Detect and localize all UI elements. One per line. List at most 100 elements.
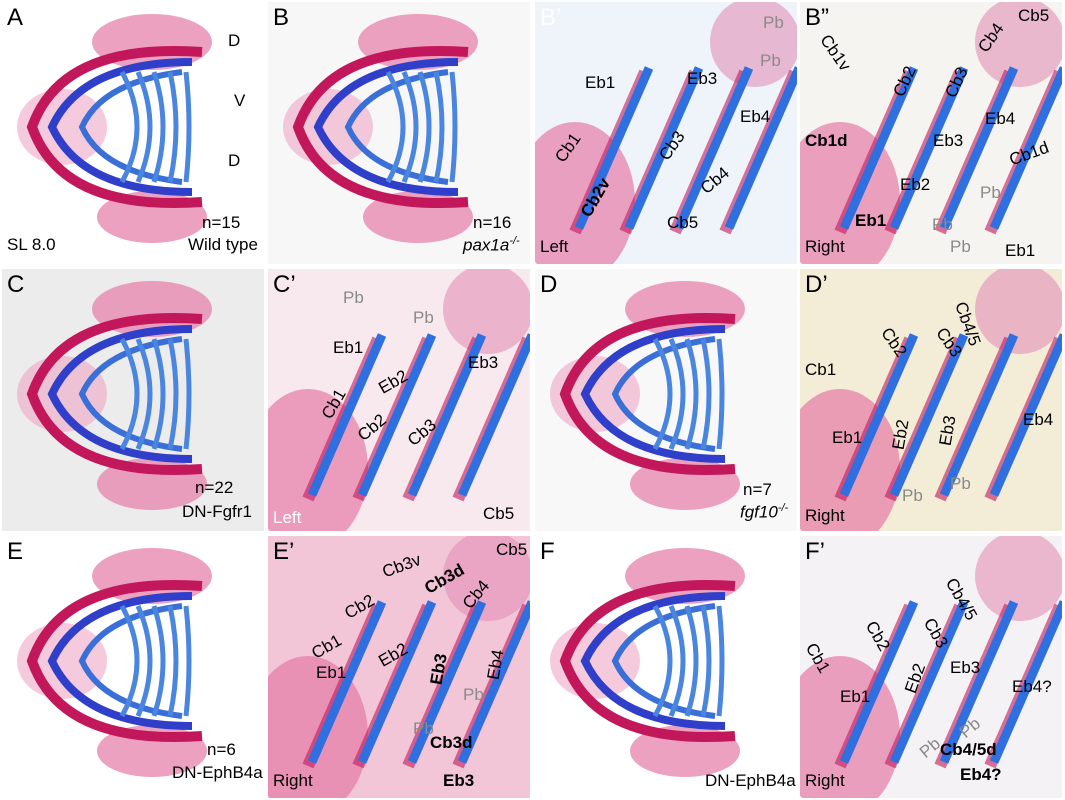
rod (839, 66, 919, 230)
tissue (975, 269, 1062, 354)
cartilage (26, 46, 203, 208)
tissue (443, 536, 530, 621)
arch (167, 605, 179, 717)
arch (652, 604, 673, 718)
label: Right (805, 771, 845, 790)
label: D (228, 31, 241, 50)
rod (357, 333, 437, 497)
label: Eb3 (950, 658, 981, 677)
label: Cb4/5d (940, 740, 997, 759)
label: Left (273, 508, 302, 527)
label: DN-Fgfr1 (182, 502, 252, 521)
rod (357, 600, 437, 764)
rod (307, 600, 387, 764)
panel-letter: D (540, 271, 558, 298)
cartilage (559, 313, 736, 475)
label: Pb (763, 13, 784, 32)
figure-panel: B’ Pb Pb Eb1 Eb3 Eb4 Cb1 Cb2v Cb3 Cb4 Cb5 Left (535, 2, 797, 264)
panel-image (268, 536, 530, 798)
label: Pb (413, 719, 434, 738)
cartilage (47, 592, 193, 730)
cartilage (78, 69, 183, 185)
tissue (443, 269, 530, 354)
rod (407, 333, 487, 497)
panel-letter: B” (805, 4, 829, 31)
label: Eb3 (687, 69, 718, 88)
figure-panel: E’ Cb5 Cb3v Cb3d Cb4 Cb2 Cb1 Eb2 Eb3 Eb4 Eb1 Pb Pb Cb… (268, 536, 530, 798)
cartilage (580, 325, 726, 463)
label: Cb5 (1018, 6, 1050, 25)
label: Eb4? (1012, 677, 1052, 696)
cartilage (580, 592, 726, 730)
label: Eb4 (985, 109, 1016, 128)
arch (151, 71, 166, 183)
label: DN-EphB4a (172, 763, 263, 782)
cartilage (78, 336, 183, 452)
tissue (710, 2, 797, 87)
label: Eb1 (832, 428, 863, 447)
panel-image (17, 548, 212, 777)
arch (716, 605, 725, 717)
arch (433, 71, 445, 183)
arch (401, 71, 419, 183)
arch (119, 337, 140, 451)
label: Pb (950, 237, 971, 256)
arch (700, 338, 712, 450)
rod (307, 333, 387, 497)
rod (457, 333, 530, 497)
label: Cb5 (496, 540, 528, 559)
arch (151, 605, 166, 717)
label: Eb1 (333, 338, 364, 357)
label: Wild type (188, 235, 258, 254)
genotype: fgf10-/- (740, 503, 788, 521)
gene-name: pax1a (463, 235, 510, 255)
panel-image (535, 2, 797, 264)
arch (135, 338, 153, 450)
arch (700, 605, 712, 717)
rod (839, 600, 919, 764)
arch (449, 71, 458, 183)
cartilage (559, 580, 736, 742)
panel-letter: E’ (273, 538, 295, 565)
cartilage (26, 313, 203, 475)
rod (939, 600, 1019, 764)
genotype: pax1a-/- (463, 236, 520, 254)
rod (724, 66, 797, 230)
cartilage (47, 325, 193, 463)
panel-image (283, 14, 478, 243)
figure-panel: F’ Cb4/5 Cb3 Cb2 Cb1 Eb3 Eb4? Eb2 Eb1 Pb Pb Cb4/5d E… (800, 536, 1062, 798)
arch (119, 70, 140, 184)
rod (889, 600, 969, 764)
panel-image (800, 2, 1062, 264)
arch (668, 605, 686, 717)
arch (417, 71, 432, 183)
label: Pb (413, 308, 434, 327)
rod (574, 66, 654, 230)
figure-panel: C’ Pb Pb Eb1 Eb3 Eb2 Cb1 Cb2 Cb3 Cb5 Left (268, 269, 530, 531)
cartilage (344, 69, 449, 185)
label: n=15 (202, 213, 241, 232)
arch (183, 605, 192, 717)
tissue (975, 536, 1062, 621)
rod (889, 333, 969, 497)
gene-name: fgf10 (740, 502, 778, 522)
label: Right (805, 506, 845, 525)
arch (151, 338, 166, 450)
label: Eb1 (1005, 241, 1036, 260)
label: Pb (463, 685, 484, 704)
panel-image (550, 281, 745, 510)
cartilage (47, 58, 193, 196)
label: Eb4? (960, 765, 1002, 784)
panel-image (550, 548, 745, 777)
allele: -/- (509, 235, 520, 247)
label: n=16 (473, 213, 512, 232)
panel-image (800, 536, 1062, 798)
label: Eb4 (740, 107, 771, 126)
label: n=7 (743, 480, 772, 499)
label: Eb1 (855, 211, 887, 230)
